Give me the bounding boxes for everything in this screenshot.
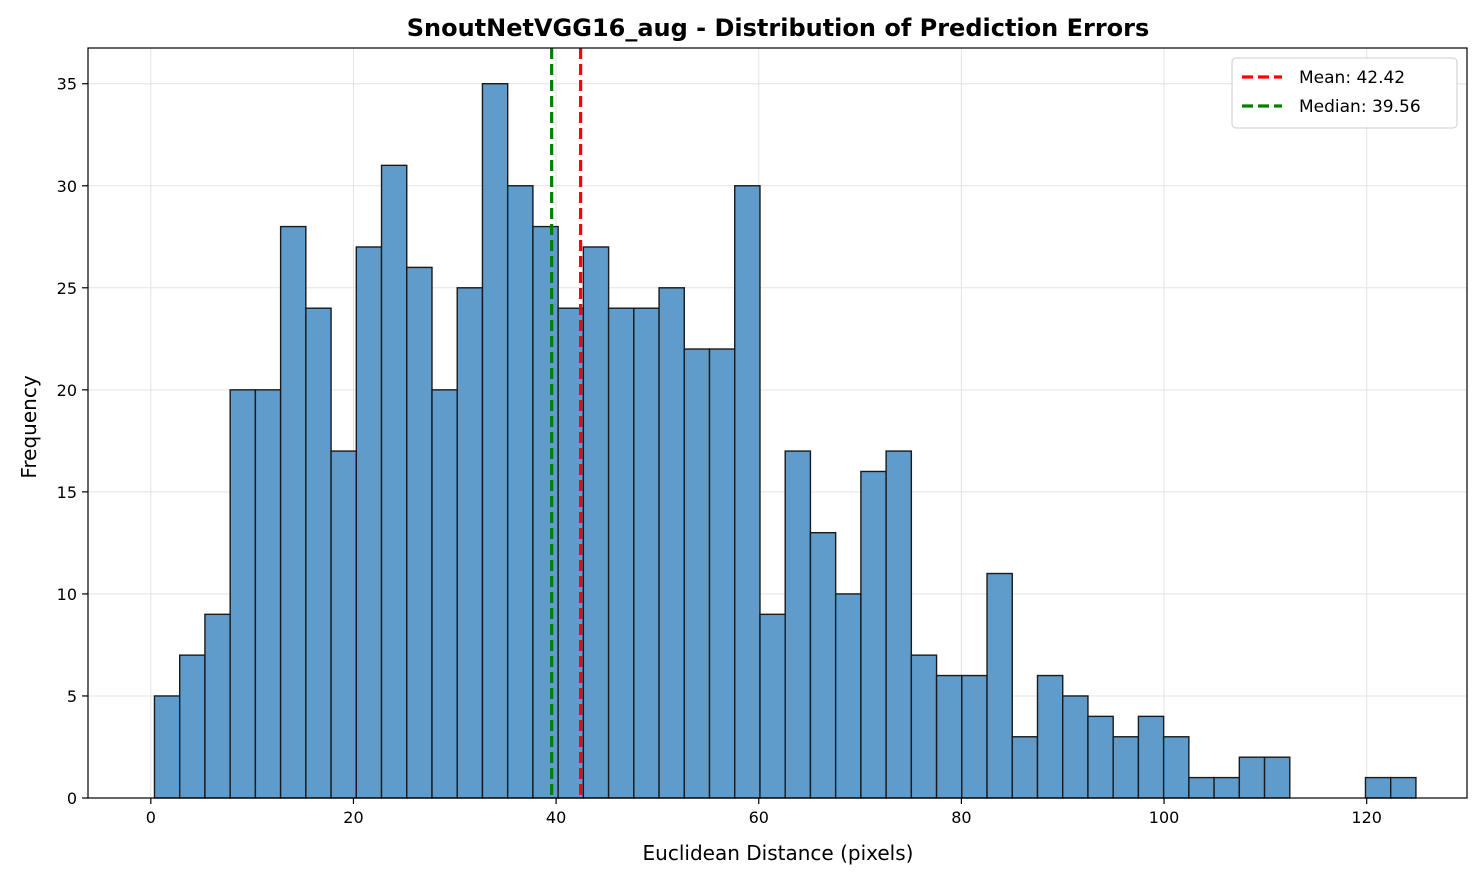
histogram-bar-33 xyxy=(986,572,1013,799)
histogram-bar-10 xyxy=(406,266,433,799)
histogram-bar-11 xyxy=(431,389,458,799)
x-tick-label-6: 120 xyxy=(1351,808,1382,827)
histogram-bar-19 xyxy=(633,307,660,799)
histogram-bar-31 xyxy=(935,674,963,799)
y-axis-ticks: 0 5 10 15 20 25 30 35 xyxy=(57,75,88,808)
y-tick-label-2: 10 xyxy=(57,585,77,604)
histogram-bar-22 xyxy=(708,348,736,799)
bars xyxy=(153,83,1417,799)
histogram-bar-9 xyxy=(380,164,408,799)
plot-frame xyxy=(87,47,1468,799)
y-tick-label-5: 25 xyxy=(57,279,77,298)
histogram-bar-12 xyxy=(456,287,484,799)
histogram-bar-17 xyxy=(582,246,610,799)
histogram-bar-48 xyxy=(1364,776,1392,799)
histogram-bar-38 xyxy=(1112,736,1140,799)
histogram-bar-40 xyxy=(1162,736,1190,799)
y-tick-label-1: 5 xyxy=(67,687,77,706)
histogram-bar-20 xyxy=(658,287,685,799)
histogram-bar-14 xyxy=(506,185,534,799)
x-tick-label-2: 40 xyxy=(546,808,566,827)
legend-label-1: Median: 39.56 xyxy=(1299,97,1421,117)
histogram-bar-7 xyxy=(330,450,358,799)
reference-lines xyxy=(550,48,583,798)
histogram-bar-49 xyxy=(1390,776,1417,799)
y-tick-label-7: 35 xyxy=(57,75,77,94)
histogram-bar-0 xyxy=(153,695,181,799)
histogram-bar-15 xyxy=(532,225,559,799)
histogram-bar-25 xyxy=(784,450,812,799)
x-tick-label-3: 60 xyxy=(749,808,769,827)
histogram-bar-44 xyxy=(1263,756,1291,799)
histogram-bar-41 xyxy=(1188,776,1215,799)
histogram-bar-37 xyxy=(1087,715,1114,799)
legend: Mean: 42.42 Median: 39.56 xyxy=(1231,57,1458,129)
y-tick-label-0: 0 xyxy=(67,789,77,808)
histogram-bar-36 xyxy=(1062,695,1089,799)
y-axis-label: Frequency xyxy=(17,375,41,478)
histogram-bar-4 xyxy=(254,389,282,799)
histogram-bar-26 xyxy=(809,531,837,799)
x-axis-ticks: 0 20 40 60 80 100 120 xyxy=(146,798,1382,827)
legend-box xyxy=(1231,57,1458,129)
x-tick-label-1: 20 xyxy=(343,808,363,827)
y-tick-label-4: 20 xyxy=(57,381,77,400)
histogram-bar-30 xyxy=(910,654,938,799)
histogram-bar-23 xyxy=(734,185,761,799)
histogram-bar-5 xyxy=(279,225,307,799)
x-tick-label-4: 80 xyxy=(951,808,971,827)
histogram-bar-29 xyxy=(885,450,913,799)
x-tick-label-0: 0 xyxy=(146,808,156,827)
y-tick-label-3: 15 xyxy=(57,483,77,502)
histogram-bar-34 xyxy=(1011,736,1039,799)
histogram-bar-3 xyxy=(229,389,257,799)
histogram-bar-13 xyxy=(481,83,509,799)
y-tick-label-6: 30 xyxy=(57,177,77,196)
histogram-bar-27 xyxy=(834,593,862,799)
histogram-bar-35 xyxy=(1036,674,1064,799)
histogram-bar-43 xyxy=(1238,756,1266,799)
x-axis-label: Euclidean Distance (pixels) xyxy=(643,841,914,865)
histogram-bar-32 xyxy=(961,674,988,799)
chart-title: SnoutNetVGG16_aug - Distribution of Pred… xyxy=(407,14,1150,42)
histogram-bar-39 xyxy=(1137,715,1165,799)
legend-label-0: Mean: 42.42 xyxy=(1299,68,1405,88)
histogram-bar-2 xyxy=(204,613,231,799)
histogram-bar-28 xyxy=(860,470,887,799)
histogram-bar-24 xyxy=(759,613,786,799)
histogram-bar-18 xyxy=(607,307,635,799)
histogram-bar-6 xyxy=(305,307,332,799)
histogram-bar-8 xyxy=(355,246,383,799)
histogram-bar-21 xyxy=(683,348,711,799)
histogram-bar-42 xyxy=(1213,776,1241,799)
x-tick-label-5: 100 xyxy=(1149,808,1180,827)
histogram-bar-1 xyxy=(178,654,206,799)
